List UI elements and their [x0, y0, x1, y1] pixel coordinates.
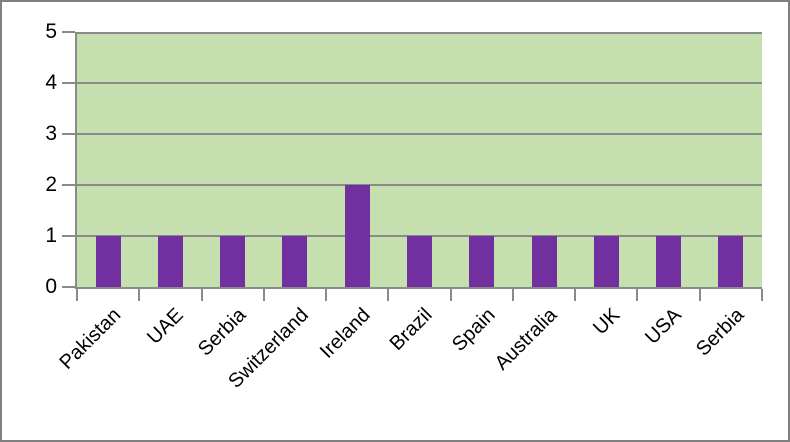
x-axis-label: Serbia [691, 304, 749, 361]
plot-area [75, 32, 762, 289]
y-axis-tick [62, 31, 75, 33]
x-axis-label: USA [641, 304, 687, 349]
gridline [77, 82, 762, 84]
y-axis-label: 1 [45, 224, 57, 247]
y-axis-tick [62, 286, 75, 288]
x-axis-label: Pakistan [55, 304, 126, 374]
x-axis-tick [325, 289, 328, 301]
y-axis-tick [62, 235, 75, 237]
y-axis-label: 4 [45, 71, 57, 94]
y-axis-tick [62, 82, 75, 84]
bar [157, 236, 183, 287]
bar [593, 236, 619, 287]
y-axis-tick [62, 184, 75, 186]
x-axis-tick [387, 289, 390, 301]
y-axis-label: 0 [45, 275, 57, 298]
x-axis-label: Spain [447, 304, 500, 356]
gridline [77, 184, 762, 186]
x-axis-tick [511, 289, 514, 301]
x-axis-tick [574, 289, 577, 301]
bar [220, 236, 246, 287]
x-axis-label: UAE [143, 304, 188, 349]
x-axis-tick [262, 289, 265, 301]
x-axis-label: UK [588, 304, 624, 340]
bar [656, 236, 682, 287]
x-axis-tick [76, 289, 78, 301]
x-axis-tick [636, 289, 639, 301]
gridline [77, 133, 762, 135]
x-axis-tick [200, 289, 203, 301]
x-axis-label: Australia [491, 304, 562, 375]
bar [469, 236, 495, 287]
x-axis-tick [761, 289, 763, 301]
bar [95, 236, 121, 287]
bar [531, 236, 557, 287]
bar [344, 185, 370, 287]
x-axis-label: Brazil [386, 304, 438, 355]
y-axis-label: 2 [45, 173, 57, 196]
x-axis-tick [449, 289, 452, 301]
bar [282, 236, 308, 287]
bar [718, 236, 744, 287]
x-axis-label: Ireland [315, 304, 375, 363]
x-axis-tick [698, 289, 701, 301]
y-axis-label: 3 [45, 122, 57, 145]
gridline [77, 32, 762, 34]
y-axis-label: 5 [45, 20, 57, 43]
y-axis-tick [62, 133, 75, 135]
bar [407, 236, 432, 287]
x-axis-tick [138, 289, 141, 301]
x-axis-label: Serbia [193, 304, 251, 361]
